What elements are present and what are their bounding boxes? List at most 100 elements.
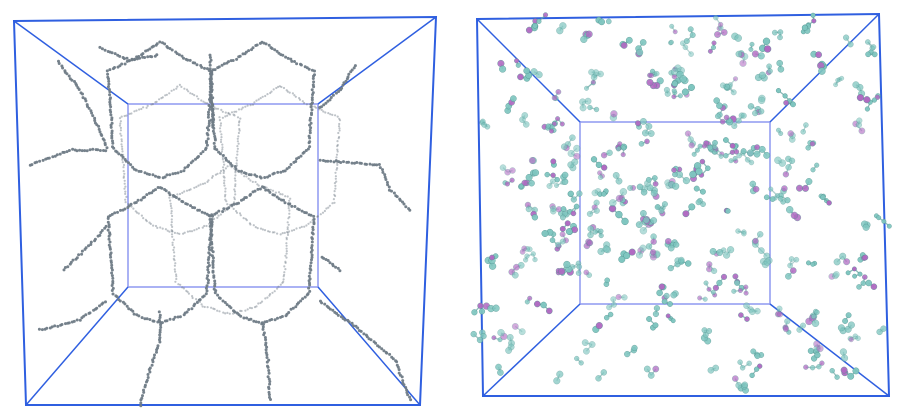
atom: [840, 354, 849, 362]
polymer-bead: [203, 182, 207, 185]
polymer-bead: [188, 58, 192, 62]
polymer-bead: [334, 194, 337, 198]
polymer-bead: [134, 201, 138, 204]
polymer-bead: [212, 287, 216, 291]
atom: [523, 67, 531, 75]
polymer-bead: [334, 184, 337, 187]
polymer-bead: [62, 150, 66, 154]
polymer-bead: [308, 136, 312, 140]
polymer-bead: [316, 215, 319, 218]
polymer-bead: [203, 211, 207, 215]
atom: [712, 139, 718, 146]
atom: [540, 301, 547, 309]
atom: [856, 94, 864, 102]
polymer-bead: [290, 204, 294, 208]
polymer-bead: [172, 257, 175, 260]
polymer-bead: [111, 139, 114, 143]
atom: [886, 223, 892, 229]
polymer-bead: [286, 195, 289, 198]
polymer-bead: [107, 88, 111, 91]
polymer-bead: [185, 189, 189, 192]
polymer-bead: [189, 161, 193, 165]
polymer-bead: [197, 227, 200, 230]
polymer-bead: [292, 160, 296, 164]
atom: [636, 48, 644, 56]
polymer-bead: [215, 211, 219, 215]
atom: [725, 208, 731, 214]
polymer-bead: [336, 163, 339, 166]
polymer-bead: [335, 156, 338, 159]
polymer-bead: [102, 149, 105, 152]
atom: [612, 172, 620, 179]
polymer-bead: [267, 390, 271, 394]
polymer-bead: [308, 271, 312, 275]
polymer-bead: [262, 186, 266, 190]
atom: [627, 185, 633, 191]
polymer-bead: [173, 246, 176, 249]
polymer-bead: [151, 319, 155, 323]
polymer-bead: [117, 298, 121, 302]
polymer-bead: [170, 89, 173, 92]
polymer-bead: [185, 289, 188, 292]
polymer-bead: [211, 263, 215, 267]
polymer-bead: [206, 274, 210, 278]
atom: [813, 340, 821, 348]
atom: [776, 127, 781, 133]
polymer-bead: [299, 63, 303, 67]
atom: [670, 291, 678, 299]
polymer-bead: [187, 90, 190, 93]
polymer-bead: [173, 231, 176, 234]
polymer-bead: [197, 184, 200, 187]
polymer-bead: [234, 185, 237, 188]
polymer-bead: [266, 93, 269, 96]
polymer-bead: [121, 150, 124, 153]
atom: [481, 122, 488, 128]
atom: [863, 96, 871, 104]
atom: [672, 29, 678, 35]
atom: [521, 112, 529, 119]
polymer-bead: [254, 226, 257, 229]
polymer-bead: [238, 212, 242, 215]
polymer-bead: [78, 148, 82, 152]
inner-box: [579, 121, 771, 305]
atom: [668, 39, 674, 45]
polymer-bead: [383, 175, 387, 179]
atom: [509, 167, 516, 174]
polymer-bead: [193, 229, 196, 232]
polymer-bead: [328, 204, 331, 207]
polymer-bead: [122, 57, 126, 61]
polymer-bead: [157, 310, 161, 314]
polymer-bead: [368, 162, 372, 166]
atom: [858, 127, 866, 135]
polymer-bead: [183, 87, 186, 90]
atom: [870, 44, 877, 50]
polymer-bead: [349, 70, 353, 74]
atom: [661, 201, 668, 208]
polymer-bead: [394, 359, 398, 363]
polymer-bead: [323, 209, 326, 213]
polymer-bead: [129, 308, 133, 312]
polymer-bead: [283, 273, 286, 276]
atom: [719, 82, 726, 89]
atom: [550, 158, 557, 165]
polymer-bead: [310, 253, 314, 257]
polymer-bead: [404, 386, 408, 389]
polymer-bead: [338, 119, 342, 122]
atom: [748, 159, 755, 166]
polymer-bead: [276, 170, 280, 174]
polymer-bead: [277, 85, 280, 88]
polymer-bead: [183, 231, 186, 234]
atom: [687, 26, 694, 33]
atom: [654, 70, 660, 77]
atom: [649, 249, 657, 256]
polymer-bead: [206, 258, 210, 262]
polymer-bead: [318, 158, 322, 162]
polymer-bead: [397, 368, 401, 372]
atom: [476, 336, 484, 344]
polymer-bead: [232, 312, 235, 315]
atom: [615, 177, 623, 185]
polymer-bead: [158, 333, 162, 337]
atom: [575, 270, 582, 276]
atom: [747, 103, 755, 110]
polymer-bead: [288, 199, 291, 202]
